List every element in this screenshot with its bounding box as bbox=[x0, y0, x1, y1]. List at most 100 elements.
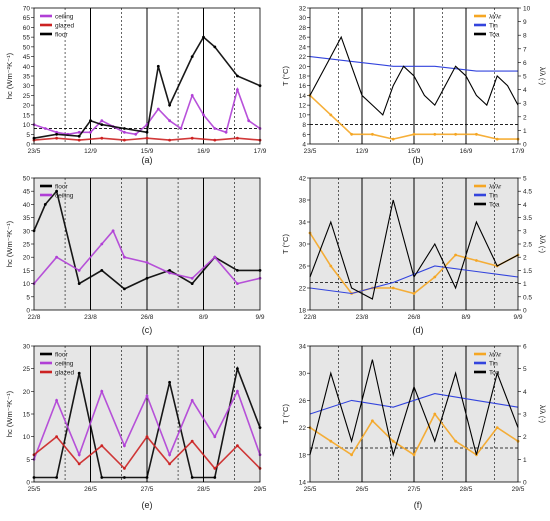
chart-panel-1: 0 5 10 15 20 25 30 35 40 45 50 55 60 65 70 23/5 12/9 15/9… bbox=[5, 6, 267, 156]
y2-tick-label: 1 bbox=[523, 128, 527, 135]
data-point bbox=[145, 276, 149, 280]
y2-tick-label: 7 bbox=[523, 46, 527, 53]
data-point bbox=[145, 435, 149, 439]
data-point bbox=[123, 476, 126, 479]
data-point bbox=[123, 467, 126, 470]
x-tick-label: 9/9 bbox=[255, 314, 264, 321]
data-point bbox=[495, 137, 499, 141]
legend-label: glazed bbox=[55, 370, 75, 377]
data-point bbox=[55, 399, 58, 402]
data-point bbox=[156, 64, 160, 68]
x-tick-label: 9/9 bbox=[513, 314, 522, 321]
data-point bbox=[77, 453, 81, 457]
data-point bbox=[123, 255, 126, 259]
data-point bbox=[89, 119, 92, 123]
y-tick-label: 26 bbox=[299, 264, 307, 271]
y-tick-label: 25 bbox=[23, 93, 31, 100]
x-tick-label: 15/9 bbox=[408, 148, 421, 155]
data-point bbox=[77, 371, 81, 375]
panel-caption: (d) bbox=[413, 325, 424, 335]
y-tick-label: 42 bbox=[299, 176, 307, 183]
y-tick-label: 22 bbox=[299, 286, 307, 293]
y-tick-label: 60 bbox=[23, 25, 31, 32]
y2-tick-label: 1 bbox=[523, 281, 527, 288]
data-point bbox=[329, 264, 333, 268]
data-point bbox=[123, 130, 126, 134]
data-point bbox=[55, 132, 58, 136]
data-point bbox=[168, 138, 172, 142]
legend-label: Tin bbox=[489, 193, 498, 200]
panel-caption: (b) bbox=[413, 155, 424, 165]
y-tick-label: 45 bbox=[23, 189, 31, 196]
data-point bbox=[236, 269, 239, 272]
legend-label: ceiling bbox=[55, 193, 74, 200]
y-tick-label: 34 bbox=[299, 344, 307, 351]
y-tick-label: 10 bbox=[23, 122, 31, 129]
data-point bbox=[100, 242, 104, 246]
data-point bbox=[145, 130, 149, 134]
legend-label: Toa bbox=[489, 32, 500, 39]
y2-axis-label: λ/λ (-) bbox=[538, 405, 545, 423]
data-point bbox=[190, 55, 194, 58]
x-tick-label: 25/5 bbox=[28, 486, 41, 493]
data-point bbox=[77, 282, 81, 285]
data-point bbox=[190, 94, 194, 97]
data-point bbox=[168, 103, 172, 107]
y-tick-label: 20 bbox=[23, 255, 31, 262]
data-point bbox=[213, 467, 217, 470]
y-axis-label: T (°C) bbox=[281, 234, 290, 254]
y-tick-label: 45 bbox=[23, 54, 31, 61]
series-trace-0 bbox=[33, 189, 260, 290]
y-tick-label: 30 bbox=[299, 371, 307, 378]
data-point bbox=[123, 127, 126, 130]
x-tick-label: 26/5 bbox=[356, 486, 369, 493]
y-tick-label: 40 bbox=[23, 202, 31, 209]
legend-label: Tin bbox=[489, 23, 498, 30]
data-point bbox=[77, 462, 81, 466]
x-tick-label: 26/8 bbox=[141, 314, 154, 321]
data-point bbox=[168, 462, 172, 466]
data-point bbox=[202, 35, 205, 39]
legend-label: floor bbox=[55, 184, 68, 191]
x-tick-label: 27/5 bbox=[408, 486, 421, 493]
y-axis-label: T (°C) bbox=[281, 404, 290, 424]
y-tick-label: 24 bbox=[299, 44, 307, 51]
data-point bbox=[213, 476, 217, 479]
y-axis-label: hc (Wm⁻²K⁻¹) bbox=[5, 220, 14, 267]
y-tick-label: 20 bbox=[23, 103, 31, 110]
data-point bbox=[89, 130, 92, 134]
x-tick-label: 15/9 bbox=[141, 148, 154, 155]
data-point bbox=[412, 132, 416, 136]
x-tick-label: 12/9 bbox=[84, 148, 97, 155]
legend-label: λt/λr bbox=[489, 352, 502, 359]
data-point bbox=[168, 269, 172, 272]
panel-caption: (c) bbox=[142, 325, 153, 335]
data-point bbox=[236, 88, 239, 91]
data-point bbox=[495, 426, 499, 429]
x-tick-label: 16/9 bbox=[197, 148, 210, 155]
data-point bbox=[43, 127, 47, 130]
data-point bbox=[100, 389, 104, 393]
y2-tick-label: 3 bbox=[523, 228, 527, 235]
y-tick-label: 6 bbox=[302, 132, 306, 139]
data-point bbox=[123, 287, 126, 291]
y2-axis-label: λ/λ (-) bbox=[538, 235, 545, 253]
y2-tick-label: 6 bbox=[523, 60, 527, 67]
x-tick-label: 8/9 bbox=[461, 314, 470, 321]
data-point bbox=[77, 130, 81, 134]
chart-panel-5: 0 5 10 15 20 25 30 25/5 26/5 27/5 28/5 29/5 hc (Wm⁻²… bbox=[5, 344, 267, 494]
data-point bbox=[475, 259, 478, 262]
y-tick-label: 0 bbox=[26, 142, 30, 149]
data-point bbox=[454, 132, 457, 136]
y-tick-label: 12 bbox=[299, 103, 307, 110]
series-line-2 bbox=[309, 199, 519, 300]
legend-label: λt/λr bbox=[489, 14, 502, 21]
y-tick-label: 10 bbox=[299, 112, 307, 119]
legend-label: floor bbox=[55, 352, 68, 359]
legend-label: λt/λr bbox=[489, 184, 502, 191]
data-point bbox=[433, 412, 437, 416]
data-point bbox=[213, 127, 217, 130]
legend-label: Toa bbox=[489, 202, 500, 209]
series-line-1 bbox=[309, 393, 519, 415]
